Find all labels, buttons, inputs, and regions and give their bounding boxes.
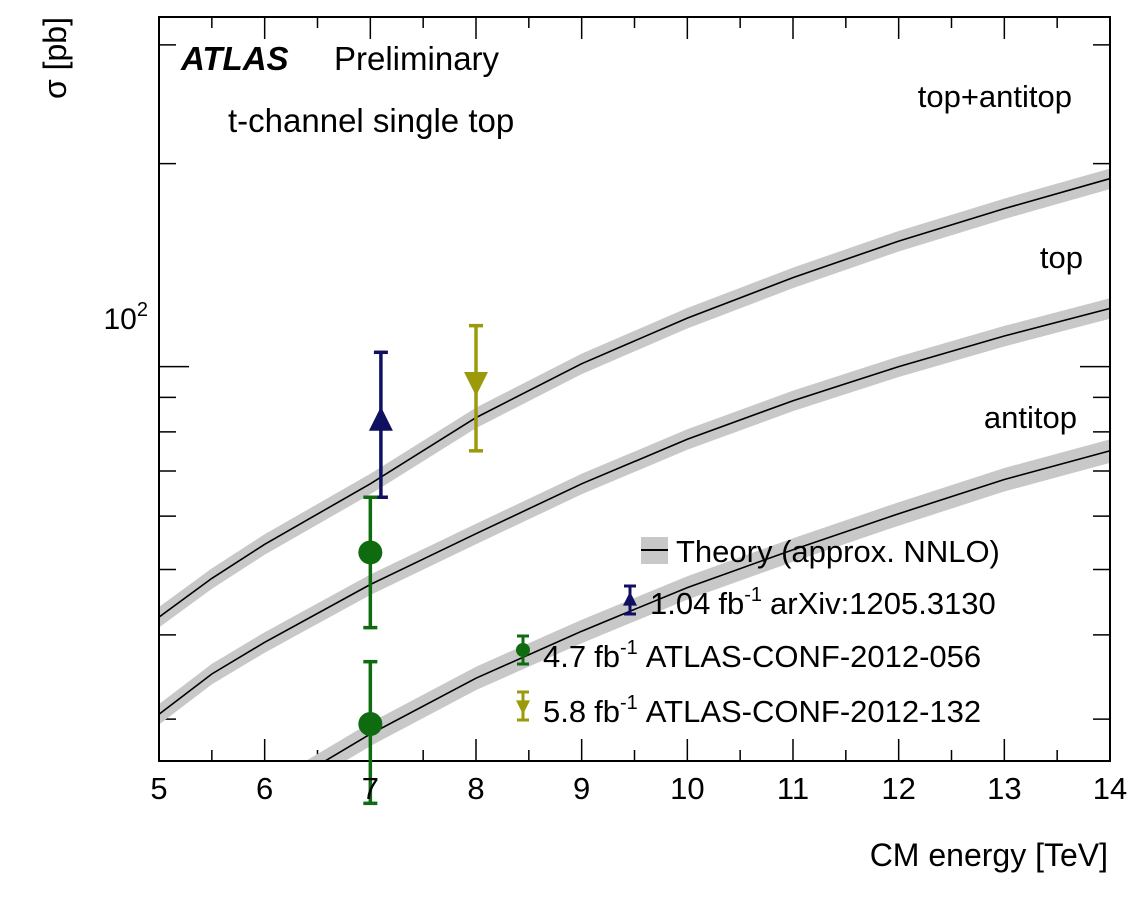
x-axis-label: CM energy [TeV] [870,837,1108,873]
measurement-point [368,350,393,500]
marker-triangle-down [516,700,530,715]
legend-theory-label: Theory (approx. NNLO) [676,534,1000,569]
x-tick-label: 6 [256,771,273,806]
measurement-point [464,323,488,453]
legend-lumi-exp: -1 [620,637,638,659]
theory-band [160,168,1109,627]
x-tick-label: 9 [573,771,590,806]
y-tick-label-100: 102 [104,299,149,336]
curve-label-top-antitop: top+antitop [918,79,1072,114]
legend-label-arxiv: 1.04 fb-1 arXiv:1205.3130 [650,584,996,621]
marker-triangle-down [464,371,488,396]
theory-band [307,439,1109,760]
atlas-label: ATLAS [180,40,289,77]
theory-bands [160,168,1109,760]
x-tick-label: 8 [467,771,484,806]
legend-ref: ATLAS-CONF-2012-132 [646,694,981,729]
y-axis-label: σ [pb] [37,17,73,99]
legend-lumi-exp: -1 [744,584,762,606]
marker-triangle-up [368,406,393,431]
theory-band [160,298,1109,724]
x-tick-label: 13 [987,771,1021,806]
legend-marker-arxiv [623,584,637,616]
theory-line [160,178,1109,618]
legend-label-conf-056: 4.7 fb-1 ATLAS-CONF-2012-056 [543,637,981,674]
preliminary-label: Preliminary [334,40,500,77]
x-tick-label: 10 [670,771,704,806]
curve-label-top: top [1040,240,1083,275]
legend: Theory (approx. NNLO) 1.04 fb-1 arXiv:1205… [516,534,1000,729]
marker-triangle-up [623,591,637,606]
x-tick-label: 14 [1093,771,1127,806]
marker-circle [516,643,530,657]
y-tick-base: 10 [104,303,137,336]
legend-lumi-unit: fb [594,639,620,674]
measurement-point [358,659,383,806]
legend-marker-conf-056 [516,634,530,666]
legend-lumi-unit: fb [594,694,620,729]
theory-line [325,450,1109,760]
process-label: t-channel single top [228,102,514,139]
legend-lumi: 4.7 [543,639,586,674]
x-tick-label: 7 [362,771,379,806]
legend-lumi: 5.8 [543,694,586,729]
measurements [358,323,488,806]
legend-lumi-exp: -1 [620,692,638,714]
theory-line [160,307,1109,715]
legend-lumi-unit: fb [718,586,744,621]
curve-label-antitop: antitop [984,400,1077,435]
x-tick-labels: 5 6 7 8 9 10 11 12 13 14 [150,771,1127,806]
axis-ticks [158,17,1111,761]
theory-lines [160,178,1109,760]
legend-ref: ATLAS-CONF-2012-056 [646,639,981,674]
measurement-point [358,495,383,630]
y-tick-exponent: 2 [137,299,148,321]
legend-label-conf-132: 5.8 fb-1 ATLAS-CONF-2012-132 [543,692,981,729]
x-tick-label: 5 [150,771,167,806]
legend-lumi: 1.04 [650,586,710,621]
x-tick-label: 12 [881,771,915,806]
legend-marker-conf-132 [516,690,530,722]
marker-circle [358,540,383,565]
x-tick-label: 11 [777,771,809,806]
marker-circle [358,712,383,737]
legend-ref: arXiv:1205.3130 [770,586,996,621]
